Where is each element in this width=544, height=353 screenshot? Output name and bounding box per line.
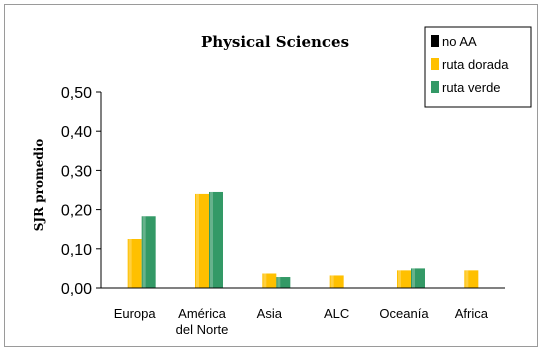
x-category-label: ALC (324, 306, 349, 321)
x-category-label: Europa (114, 306, 157, 321)
bar-highlight (398, 270, 401, 288)
y-tick-label: 0,40 (61, 124, 92, 141)
legend-swatch (431, 35, 439, 47)
legend-entry: ruta dorada (442, 57, 509, 72)
bar-highlight (263, 273, 267, 288)
bar-ruta-verde-0 (141, 216, 156, 288)
x-category-label: Africa (455, 306, 489, 321)
y-axis-ticks: 0,00 0,10 0,20 0,30 0,40 0,50 (61, 85, 101, 298)
bar-ruta-verde-1 (209, 191, 223, 288)
bars (127, 191, 479, 288)
legend-swatch (431, 58, 439, 70)
legend-box (424, 26, 532, 108)
x-category-label: América (178, 306, 226, 321)
bar-highlight (330, 275, 334, 288)
y-tick-label: 0,20 (61, 203, 92, 220)
y-tick-label: 0,30 (61, 163, 92, 180)
legend-entry: ruta verde (442, 80, 501, 95)
bar-highlight (277, 277, 281, 288)
bar-ruta-verde-4 (411, 268, 425, 288)
bar-ruta-dorada-2 (262, 273, 277, 288)
bar-highlight (142, 216, 146, 288)
bar-ruta-verde-2 (276, 277, 291, 288)
bar-highlight (196, 193, 199, 288)
bar-highlight (412, 268, 415, 288)
legend: no AA ruta dorada ruta verde (424, 26, 532, 108)
x-category-label: Oceanía (379, 306, 429, 321)
bar-ruta-dorada-0 (127, 239, 142, 288)
bar-ruta-dorada-3 (329, 275, 344, 288)
y-tick-label: 0,00 (61, 281, 92, 298)
legend-entry: no AA (442, 34, 477, 49)
bar-ruta-dorada-1 (195, 193, 209, 288)
bar-highlight (210, 191, 213, 288)
bar-ruta-dorada-5 (464, 270, 479, 288)
x-category-label: del Norte (176, 322, 229, 337)
y-axis-label: SJR promedio (32, 139, 46, 232)
chart-title: Physical Sciences (201, 33, 349, 51)
y-tick-label: 0,50 (61, 85, 92, 102)
x-category-label: Asia (257, 306, 283, 321)
bar-highlight (465, 270, 469, 288)
chart-frame: Physical Sciences SJR promedio no AA ruta… (4, 4, 538, 347)
bar-highlight (128, 239, 132, 288)
bar-ruta-dorada-4 (397, 270, 411, 288)
y-tick-label: 0,10 (61, 242, 92, 259)
bar-chart: Physical Sciences SJR promedio no AA ruta… (32, 26, 532, 337)
legend-swatch (431, 81, 439, 93)
